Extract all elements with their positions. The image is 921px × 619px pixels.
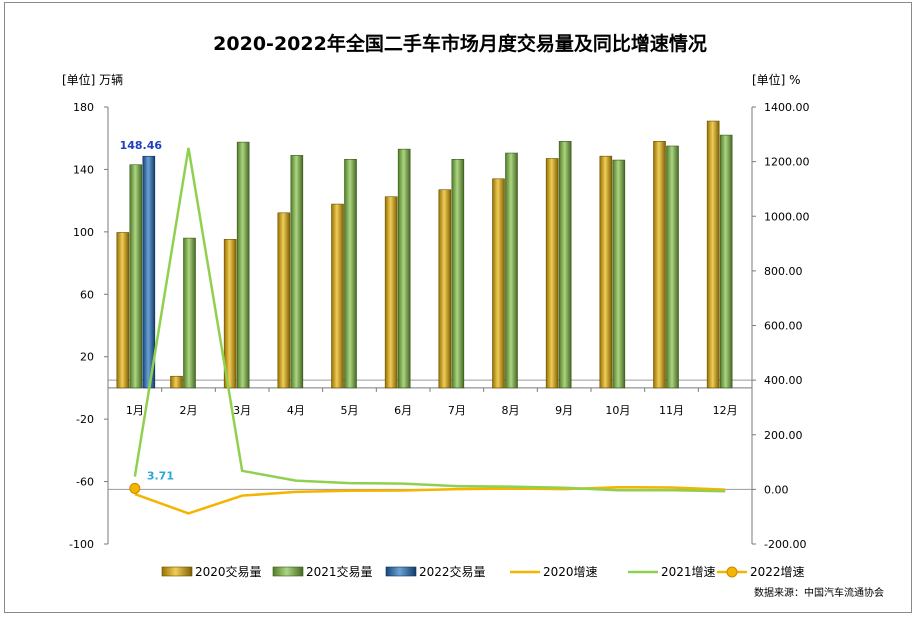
x-tick-label: 7月 — [448, 404, 466, 417]
marker-2022增速 — [129, 482, 141, 494]
bar-2020交易量 — [277, 212, 291, 389]
data-source: 数据来源：中国汽车流通协会 — [754, 586, 884, 599]
right-tick-label: 0.00 — [764, 483, 789, 496]
bar-2020交易量 — [599, 155, 613, 389]
bar-2021交易量 — [290, 155, 304, 389]
bar-2020交易量 — [438, 189, 452, 389]
right-tick-label: -200.00 — [764, 538, 806, 551]
legend: 2020交易量 2021交易量 2022交易量 2020增速 2021增速 2022增速 — [161, 564, 805, 579]
legend-label: 2021交易量 — [306, 564, 373, 579]
x-tick-label: 4月 — [287, 404, 305, 417]
bar-2021交易量 — [666, 145, 679, 389]
x-tick-label: 8月 — [502, 404, 520, 417]
x-tick-label: 6月 — [394, 404, 412, 417]
right-tick-label: 800.00 — [764, 265, 803, 278]
bar-2021交易量 — [236, 141, 250, 389]
data-label: 148.46 — [120, 139, 163, 152]
bar-2020交易量 — [384, 196, 398, 389]
legend-swatch — [272, 566, 304, 577]
legend-swatch — [161, 566, 193, 577]
plot-area: -100 -60 -20 20 60 100 140 180 -200.00 0.00 200.00… — [69, 101, 809, 551]
legend-marker — [726, 566, 738, 578]
right-tick-label: 200.00 — [764, 429, 803, 442]
bar-2020交易量 — [116, 232, 130, 389]
left-tick-label: -60 — [76, 476, 94, 489]
right-axis-unit: [单位] % — [752, 72, 801, 87]
legend-swatch — [385, 566, 417, 577]
line-2021增速 — [133, 147, 726, 493]
left-tick-label: -20 — [76, 413, 94, 426]
x-tick-label: 1月 — [126, 404, 144, 417]
legend-label: 2022交易量 — [419, 564, 486, 579]
legend-label: 2020增速 — [543, 565, 598, 579]
bar-2021交易量 — [505, 152, 518, 389]
right-tick-label: 1000.00 — [764, 210, 810, 223]
left-tick-label: 60 — [80, 288, 94, 301]
line-2020增速 — [134, 485, 726, 515]
bar-2021交易量 — [129, 164, 143, 389]
bar-2020交易量 — [545, 158, 559, 389]
right-tick-label: 1400.00 — [764, 101, 810, 114]
x-tick-label: 3月 — [233, 404, 251, 417]
x-tick-label: 12月 — [713, 404, 738, 417]
x-tick-label: 11月 — [659, 404, 684, 417]
bar-2020交易量 — [331, 203, 344, 389]
bar-2021交易量 — [344, 158, 357, 389]
bar-2020交易量 — [170, 375, 183, 389]
x-tick-label: 2月 — [180, 404, 198, 417]
left-tick-label: 180 — [73, 101, 94, 114]
right-tick-label: 400.00 — [764, 374, 803, 387]
bar-2021交易量 — [397, 148, 411, 389]
bar-2021交易量 — [612, 159, 626, 389]
legend-label: 2022增速 — [750, 565, 805, 579]
right-tick-label: 1200.00 — [764, 156, 810, 169]
left-tick-label: 20 — [80, 351, 94, 364]
x-tick-label: 9月 — [555, 404, 573, 417]
legend-label: 2020交易量 — [195, 564, 262, 579]
left-tick-label: 100 — [73, 226, 94, 239]
bar-2020交易量 — [223, 239, 237, 389]
data-label: 3.71 — [147, 469, 174, 482]
chart-title: 2020-2022年全国二手车市场月度交易量及同比增速情况 — [213, 32, 707, 55]
bar-2022交易量 — [142, 155, 156, 389]
bar-2020交易量 — [492, 178, 505, 389]
right-tick-label: 600.00 — [764, 320, 803, 333]
left-tick-label: -100 — [69, 538, 94, 551]
bar-2021交易量 — [451, 158, 465, 389]
x-tick-label: 5月 — [341, 404, 359, 417]
left-tick-label: 140 — [73, 163, 94, 176]
bar-2021交易量 — [719, 134, 733, 389]
legend-label: 2021增速 — [661, 565, 716, 579]
bar-2021交易量 — [558, 141, 572, 389]
x-tick-label: 10月 — [605, 404, 630, 417]
bar-2020交易量 — [653, 141, 666, 389]
left-axis-unit: [单位] 万辆 — [62, 72, 123, 87]
bar-2021交易量 — [183, 237, 196, 389]
bar-2020交易量 — [706, 120, 720, 389]
